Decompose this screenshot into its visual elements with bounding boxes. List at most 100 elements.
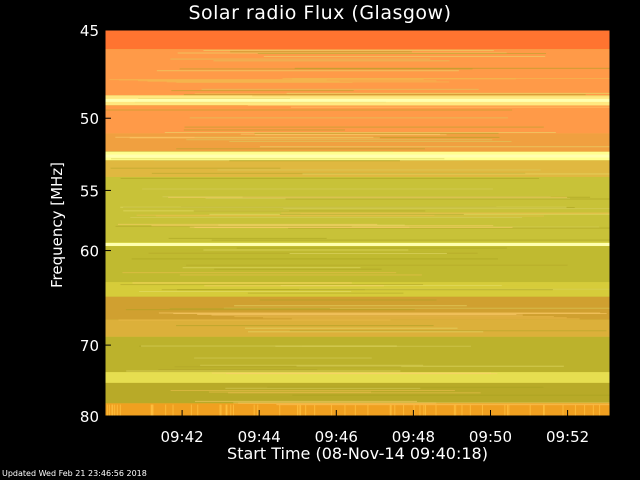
bottom-fleck-21 bbox=[150, 404, 152, 416]
bottom-fleck-51 bbox=[165, 404, 167, 416]
texture-streak-130 bbox=[279, 213, 464, 215]
bottom-fleck-47 bbox=[116, 404, 118, 416]
texture-streak-9 bbox=[189, 117, 508, 119]
texture-streak-53 bbox=[211, 372, 491, 374]
texture-streak-124 bbox=[171, 90, 354, 92]
frequency-band-9 bbox=[105, 246, 610, 283]
texture-streak-72 bbox=[141, 345, 397, 347]
texture-streak-55 bbox=[288, 227, 610, 229]
bottom-fleck-10 bbox=[298, 404, 300, 416]
texture-streak-4 bbox=[120, 284, 424, 286]
texture-streak-117 bbox=[225, 387, 421, 389]
bottom-fleck-31 bbox=[469, 404, 471, 416]
texture-streak-56 bbox=[300, 213, 610, 215]
texture-streak-68 bbox=[208, 391, 372, 393]
texture-streak-87 bbox=[223, 307, 610, 309]
bottom-fleck-27 bbox=[230, 404, 232, 416]
texture-streak-135 bbox=[105, 151, 394, 153]
bottom-fleck-56 bbox=[119, 404, 121, 416]
bottom-fleck-26 bbox=[419, 404, 421, 416]
texture-streak-61 bbox=[236, 247, 507, 249]
bottom-fleck-11 bbox=[504, 404, 506, 416]
bottom-fleck-29 bbox=[584, 404, 586, 416]
texture-streak-98 bbox=[291, 318, 580, 320]
x-tick-label: 09:50 bbox=[469, 428, 512, 446]
y-tick-label: 60 bbox=[80, 243, 99, 261]
x-tick-label: 09:44 bbox=[238, 428, 281, 446]
chart-title: Solar radio Flux (Glasgow) bbox=[188, 2, 452, 24]
frequency-band-7 bbox=[105, 177, 610, 243]
texture-streak-51 bbox=[110, 158, 445, 160]
texture-streak-66 bbox=[139, 290, 352, 292]
x-axis-label: Start Time (08-Nov-14 09:40:18) bbox=[227, 444, 488, 463]
texture-streak-48 bbox=[234, 305, 467, 307]
texture-streak-76 bbox=[110, 167, 281, 169]
texture-streak-109 bbox=[230, 51, 412, 53]
texture-streak-26 bbox=[234, 316, 554, 318]
texture-streak-91 bbox=[131, 258, 498, 260]
bottom-fleck-17 bbox=[423, 404, 425, 416]
texture-streak-96 bbox=[182, 267, 361, 269]
x-axis-ticks: 09:42 09:44 09:46 09:48 09:50 09:52 bbox=[160, 410, 589, 446]
texture-streak-82 bbox=[151, 172, 526, 174]
texture-streak-94 bbox=[183, 94, 586, 96]
texture-streak-116 bbox=[179, 274, 422, 276]
bottom-fleck-41 bbox=[108, 404, 110, 416]
texture-streak-134 bbox=[118, 319, 391, 321]
texture-streak-120 bbox=[156, 70, 459, 72]
y-tick-label: 50 bbox=[80, 110, 99, 128]
texture-streak-65 bbox=[238, 402, 437, 404]
bright-line-2 bbox=[105, 242, 610, 246]
frequency-band-16 bbox=[105, 403, 610, 416]
texture-streak-83 bbox=[151, 225, 494, 227]
texture-streak-77 bbox=[197, 313, 517, 315]
texture-streak-70 bbox=[254, 132, 499, 134]
bottom-fleck-16 bbox=[279, 404, 281, 416]
texture-streak-28 bbox=[184, 126, 544, 128]
texture-streak-67 bbox=[168, 237, 327, 239]
texture-streak-132 bbox=[244, 327, 458, 329]
texture-streak-107 bbox=[204, 285, 384, 287]
texture-streak-112 bbox=[105, 109, 513, 111]
texture-streak-73 bbox=[285, 198, 610, 200]
texture-streak-64 bbox=[179, 68, 473, 70]
texture-streak-125 bbox=[168, 196, 568, 198]
texture-streak-6 bbox=[203, 249, 409, 251]
texture-streak-129 bbox=[229, 140, 512, 142]
texture-streak-128 bbox=[155, 215, 545, 217]
texture-streak-57 bbox=[205, 197, 570, 199]
texture-streak-80 bbox=[252, 95, 610, 97]
texture-streak-113 bbox=[276, 404, 610, 406]
plot-frame bbox=[104, 29, 611, 417]
bright-line-1 bbox=[105, 154, 610, 158]
texture-streak-0 bbox=[218, 224, 405, 226]
texture-streak-71 bbox=[226, 373, 498, 375]
bottom-fleck-54 bbox=[151, 404, 153, 416]
texture-streak-78 bbox=[126, 370, 401, 372]
bottom-fleck-20 bbox=[296, 404, 298, 416]
y-tick-label: 55 bbox=[80, 182, 99, 200]
texture-streak-40 bbox=[115, 225, 352, 227]
texture-streak-95 bbox=[211, 314, 523, 316]
bottom-fleck-3 bbox=[220, 404, 222, 416]
texture-streak-49 bbox=[120, 177, 540, 179]
texture-streak-62 bbox=[263, 317, 567, 319]
bottom-fleck-8 bbox=[543, 404, 545, 416]
texture-streak-3 bbox=[162, 196, 551, 198]
texture-streak-44 bbox=[122, 272, 397, 274]
texture-streak-42 bbox=[164, 131, 556, 133]
frequency-band-14 bbox=[105, 372, 610, 383]
texture-streak-23 bbox=[255, 134, 447, 136]
bottom-fleck-7 bbox=[453, 404, 455, 416]
bottom-fleck-18 bbox=[151, 404, 153, 416]
texture-streak-92 bbox=[228, 392, 481, 394]
texture-streak-114 bbox=[289, 252, 447, 254]
texture-streak-115 bbox=[229, 160, 400, 162]
bottom-fleck-40 bbox=[435, 404, 437, 416]
texture-streak-50 bbox=[118, 79, 327, 81]
bottom-fleck-52 bbox=[233, 404, 235, 416]
texture-streak-86 bbox=[147, 80, 340, 82]
y-axis-label: Frequency [MHz] bbox=[48, 161, 66, 289]
texture-streak-63 bbox=[283, 208, 610, 210]
bottom-fleck-19 bbox=[330, 404, 332, 416]
